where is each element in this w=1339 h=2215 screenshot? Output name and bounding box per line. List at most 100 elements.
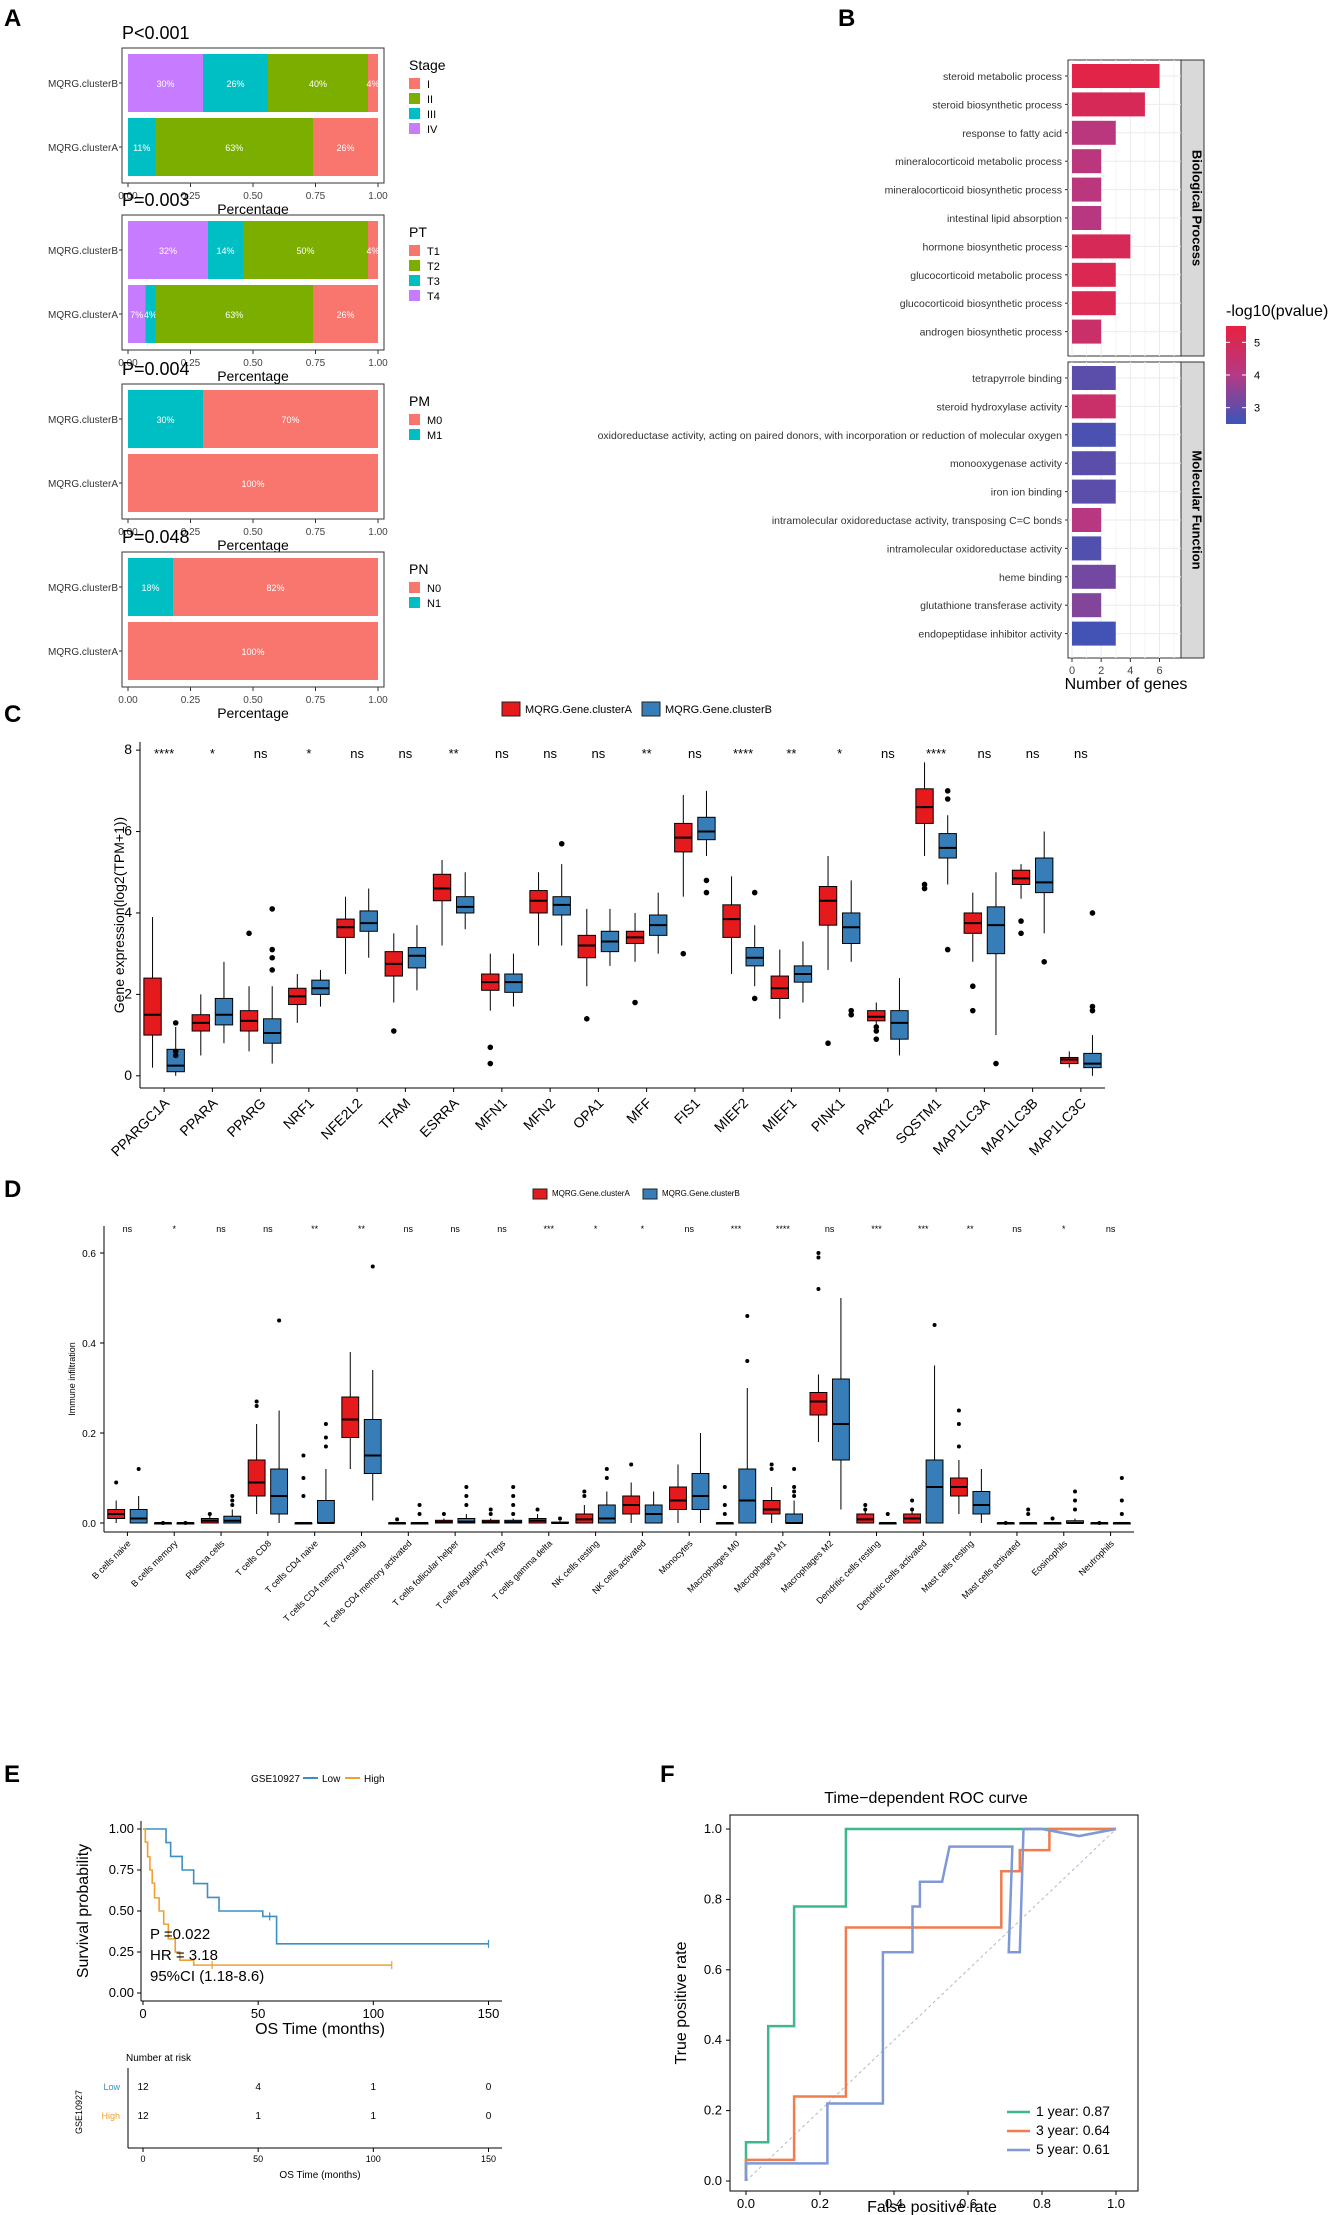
box-Macrophages M2-B <box>831 1378 850 1461</box>
box-outlier <box>535 1507 540 1512</box>
go-term-label: heme binding <box>999 572 1062 584</box>
box-outlier <box>301 1494 306 1498</box>
significance-label: *** <box>544 1224 555 1234</box>
box-NRF1-B <box>311 979 330 995</box>
significance-label: ns <box>1074 746 1088 761</box>
roc-curve-3-year <box>744 1827 1116 2181</box>
y-axis-label: Gene expression(log2(TPM+1)) <box>111 817 127 1013</box>
box-outlier <box>722 1503 727 1507</box>
significance-label: ns <box>688 746 702 761</box>
legend-label: Low <box>322 1774 341 1785</box>
y-tick-label: 2 <box>124 985 132 1001</box>
significance-label: ns <box>399 746 413 761</box>
risk-table-value: 1 <box>371 2111 377 2122</box>
box-outlier <box>1018 930 1024 937</box>
bar-segment-T2 <box>243 221 368 279</box>
go-term-bar <box>1072 149 1102 174</box>
box-T cells CD4 naive-B <box>316 1500 335 1524</box>
go-term-bar <box>1072 177 1102 202</box>
bar-data-label: 4% <box>366 246 379 256</box>
legend-label: MQRG.Gene.clusterB <box>662 1189 740 1198</box>
bar-data-label: 100% <box>241 479 264 489</box>
box-outlier <box>269 946 276 953</box>
risk-table-value: 1 <box>255 2111 261 2122</box>
risk-table-row-label: High <box>101 2111 120 2121</box>
bar-data-label: 18% <box>141 583 159 593</box>
x-tick-label: 0 <box>140 2154 145 2164</box>
panel-label-a: A <box>4 5 21 32</box>
box-outlier <box>993 1060 999 1067</box>
significance-label: **** <box>776 1224 791 1234</box>
bar-data-label: 7% <box>130 310 143 320</box>
box-PINK1-B <box>842 912 861 944</box>
box-MFN2-B <box>552 896 571 916</box>
box-outlier <box>792 1489 797 1494</box>
go-term-bar <box>1072 64 1160 88</box>
box-outlier <box>956 1422 961 1426</box>
reference-diagonal <box>745 1828 1117 2182</box>
bar-data-label: 63% <box>225 143 243 153</box>
bar-data-label: 30% <box>156 415 174 425</box>
box-outlier <box>816 1255 821 1260</box>
go-term-label: tetrapyrrole binding <box>972 373 1062 385</box>
colorbar-title: -log10(pvalue) <box>1226 303 1328 320</box>
significance-label: *** <box>871 1224 882 1234</box>
y-tick-label: 8 <box>124 741 132 757</box>
box-outlier <box>464 1494 469 1498</box>
legend-swatch-II <box>409 93 420 104</box>
legend-swatch-N1 <box>409 597 420 608</box>
legend-label: T2 <box>427 261 440 273</box>
box-outlier <box>885 1512 890 1516</box>
go-term-bar <box>1072 291 1116 316</box>
significance-label: ns <box>1026 746 1040 761</box>
box-OPA1-A <box>577 934 596 959</box>
significance-label: ns <box>684 1224 694 1234</box>
significance-label: ns <box>254 746 268 761</box>
km-annotation: P =0.022 <box>150 1926 210 1943</box>
box-MIEF1-A <box>770 975 789 999</box>
bar-segment-N0 <box>173 558 378 616</box>
x-tick-label: 0.00 <box>118 358 138 369</box>
x-tick-label: 0.00 <box>118 527 138 538</box>
box-outlier <box>269 954 276 961</box>
box-outlier <box>390 1028 397 1034</box>
box-T cells CD4 memory resting-A <box>341 1396 360 1438</box>
box-MAP1LC3A-B <box>986 906 1006 955</box>
go-term-bar <box>1072 621 1116 646</box>
box-outlier <box>511 1512 516 1516</box>
box-outlier <box>1073 1498 1078 1503</box>
legend-swatch-T4 <box>409 290 420 301</box>
x-tick-label: 100 <box>362 2006 384 2021</box>
box-outlier <box>323 1444 328 1449</box>
roc-curve-5-year <box>744 1827 1117 2181</box>
box-outlier <box>230 1498 235 1503</box>
significance-label: * <box>172 1224 176 1234</box>
legend-swatch-T1 <box>409 245 420 256</box>
y-tick-label: 0.2 <box>704 2103 722 2118</box>
box-outlier <box>604 1476 609 1480</box>
bar-segment-M0 <box>203 390 378 448</box>
risk-table-value: 12 <box>137 2111 149 2122</box>
box-outlier <box>395 1517 400 1522</box>
risk-table-value: 12 <box>137 2082 149 2093</box>
y-tick-label: 0 <box>124 1067 132 1083</box>
box-outlier <box>848 1011 855 1018</box>
box-outlier <box>825 1040 831 1047</box>
km-annotation: 95%CI (1.18-8.6) <box>150 1968 264 1985</box>
bar-data-label: 26% <box>336 143 354 153</box>
box-Dendritic cells activated-B <box>925 1459 944 1524</box>
box-outlier <box>1073 1489 1078 1494</box>
bar-segment-III <box>128 118 156 176</box>
x-axis-label: OS Time (months) <box>255 2021 385 2038</box>
legend-label: MQRG.Gene.clusterA <box>525 704 633 716</box>
box-outlier <box>207 1512 212 1516</box>
x-tick-label: 0.0 <box>737 2196 755 2211</box>
go-term-label: mineralocorticoid metabolic process <box>895 156 1062 168</box>
x-tick-label: 1.00 <box>368 527 388 538</box>
significance-label: ns <box>1012 1224 1022 1234</box>
box-MIEF2-A <box>722 904 741 938</box>
box-outlier <box>254 1399 259 1404</box>
box-outlier <box>417 1512 422 1516</box>
bar-segment-T4 <box>128 285 146 343</box>
